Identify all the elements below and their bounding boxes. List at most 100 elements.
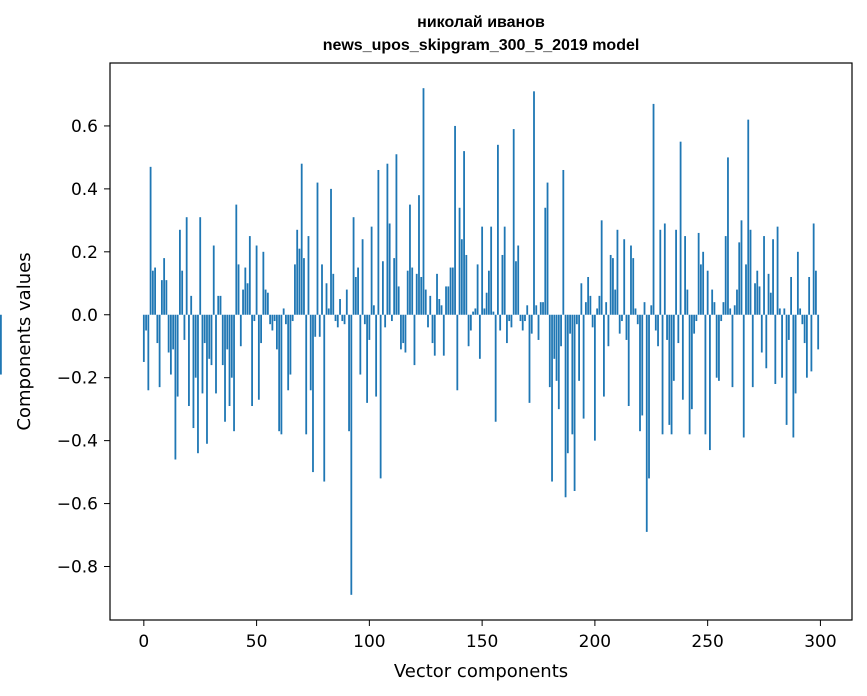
- bar-156: [494, 314, 497, 422]
- x-tick-label: 100: [353, 632, 385, 652]
- bar-1: [145, 314, 147, 331]
- bar-32: [215, 314, 217, 394]
- bar-264: [738, 242, 741, 315]
- bar-188: [566, 314, 569, 454]
- bar-129: [433, 314, 436, 356]
- bar-5: [154, 267, 156, 315]
- bar-99: [366, 314, 368, 403]
- bar-97: [361, 239, 364, 315]
- bar-286: [787, 314, 790, 340]
- bar-270: [751, 314, 754, 388]
- bar-63: [285, 314, 287, 325]
- bar-263: [736, 289, 738, 315]
- bar-190: [571, 314, 574, 435]
- y-axis: −0.8 −0.6 −0.4 −0.2 0.0 0.2 0.4 0.6: [57, 117, 110, 578]
- bar-0: [142, 314, 145, 362]
- bar-84: [332, 273, 335, 315]
- bar-136: [449, 267, 452, 315]
- bar-75: [312, 314, 314, 473]
- bar-61: [280, 314, 283, 435]
- bar-171: [528, 314, 531, 403]
- bar-29: [208, 314, 211, 359]
- bar-282: [778, 308, 781, 315]
- bar-287: [790, 276, 792, 315]
- chart-title: николай иванов: [417, 14, 545, 31]
- bar-40: [233, 314, 235, 432]
- bar-158: [499, 314, 502, 331]
- bar-10: [165, 280, 168, 315]
- x-tick-label: 300: [804, 632, 836, 652]
- bar-154: [490, 226, 493, 315]
- bar-193: [578, 314, 580, 381]
- bar-120: [413, 314, 416, 366]
- bar-119: [411, 267, 414, 315]
- bar-110: [391, 314, 393, 322]
- bar-208: [612, 258, 614, 315]
- bar-207: [609, 254, 612, 315]
- bar-85: [334, 314, 337, 322]
- bar-257: [722, 302, 725, 315]
- bar-181: [551, 314, 553, 482]
- bar-285: [785, 314, 788, 425]
- bar-28: [206, 314, 208, 444]
- bar-295: [808, 276, 811, 315]
- bar-105: [379, 314, 382, 479]
- bar-293: [803, 314, 806, 344]
- bar-186: [562, 169, 565, 315]
- bar-204: [603, 314, 605, 397]
- bar-237: [677, 314, 680, 344]
- bar-90: [345, 289, 348, 315]
- bar-42: [237, 264, 240, 315]
- bar-6: [156, 314, 159, 344]
- x-axis: 0 50 100 150 200 250 300: [138, 620, 837, 652]
- bar-132: [440, 305, 443, 315]
- bar-284: [783, 308, 786, 315]
- bar-176: [539, 302, 542, 315]
- bar-206: [607, 314, 610, 347]
- bar-162: [508, 314, 511, 322]
- bar-222: [643, 302, 646, 315]
- y-tick-label: 0.0: [71, 306, 98, 326]
- bar-22: [192, 314, 195, 429]
- bar-89: [343, 314, 346, 325]
- bars-layer: [0, 88, 820, 595]
- bar-198: [589, 295, 592, 315]
- bar-67: [294, 264, 296, 315]
- bar-228: [657, 314, 659, 347]
- bar-86: [336, 314, 339, 328]
- bar-226: [652, 103, 655, 315]
- bar-189: [569, 314, 571, 334]
- bar-41: [235, 204, 238, 315]
- bar-53: [262, 251, 265, 315]
- bar-245: [695, 314, 698, 322]
- bar-157: [497, 144, 499, 315]
- bar-160: [503, 226, 506, 315]
- bar-232: [666, 314, 668, 340]
- bar-254: [715, 314, 718, 378]
- bar-265: [740, 220, 743, 315]
- bar-231: [663, 223, 666, 315]
- bar-107: [384, 314, 387, 328]
- bar-167: [519, 314, 522, 322]
- bar-299: [817, 314, 820, 350]
- x-tick-label: 250: [691, 632, 723, 652]
- bar-225: [650, 305, 653, 315]
- bar-71: [303, 258, 305, 315]
- bar-240: [684, 236, 686, 315]
- bar-149: [478, 314, 481, 359]
- bar-255: [718, 314, 720, 381]
- bar-116: [404, 314, 407, 353]
- bar-210: [616, 229, 619, 315]
- bar-200: [593, 314, 596, 441]
- bar-147: [474, 308, 477, 315]
- bar-192: [575, 314, 578, 325]
- bar-37: [226, 314, 229, 350]
- bar-49: [253, 314, 256, 322]
- axes-frame: [109, 62, 853, 621]
- bar-122: [418, 195, 420, 315]
- bar-187: [564, 314, 567, 498]
- bar-3: [149, 166, 152, 315]
- bar-101: [370, 226, 373, 315]
- bar-79: [321, 264, 323, 315]
